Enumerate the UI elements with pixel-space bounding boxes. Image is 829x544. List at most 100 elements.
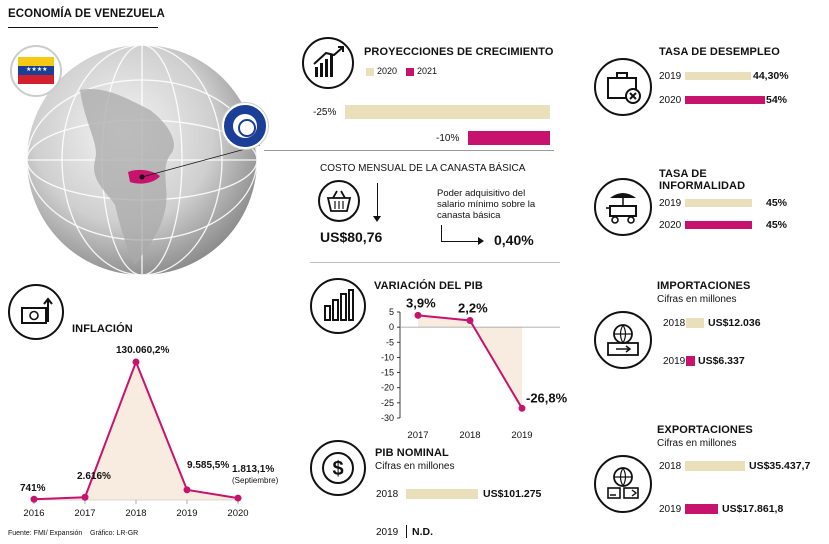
- money-up-icon: [8, 284, 64, 340]
- imf-seal-icon: [222, 103, 268, 149]
- pib-y-tick-label: 0: [389, 322, 394, 332]
- shopping-basket-icon: [318, 180, 360, 222]
- desempleo-bar-2020: [685, 96, 765, 104]
- globe-connector-line: [264, 150, 554, 151]
- inflacion-data-label: 130.060,2%: [116, 345, 169, 356]
- exportaciones-title: EXPORTACIONES: [657, 424, 753, 436]
- informalidad-bar-2019: [685, 199, 752, 207]
- poder-adquisitivo-label: Poder adquisitivo del salario mínimo sob…: [437, 188, 536, 221]
- footer-graphic: Gráfico: LR-GR: [90, 530, 139, 537]
- proyecciones-title: PROYECCIONES DE CRECIMIENTO: [364, 46, 554, 58]
- exportaciones-value-2018: US$35.437,7: [749, 460, 811, 472]
- pib-y-tick-label: -20: [381, 383, 394, 393]
- pib-x-tick-label: 2019: [511, 430, 532, 441]
- pib-nominal-value-2018: US$101.275: [483, 488, 542, 500]
- desempleo-value-2020: 54%: [766, 94, 788, 106]
- exportaciones-bar-2018: [685, 461, 745, 471]
- poder-arrow-h: [441, 241, 479, 242]
- street-cart-icon: [594, 178, 652, 236]
- canasta-title: COSTO MENSUAL DE LA CANASTA BÁSICA: [320, 163, 526, 174]
- pib-nominal-title: PIB NOMINAL: [375, 447, 449, 459]
- desempleo-value-2019: 44,30%: [753, 70, 789, 82]
- informalidad-value-2019: 45%: [766, 197, 788, 209]
- americas-landmass: [80, 89, 174, 265]
- inflacion-area: [34, 362, 238, 500]
- canasta-value: US$80,76: [320, 229, 383, 245]
- inflacion-x-tick-label: 2017: [74, 508, 95, 519]
- pib-nominal-subtitle: Cifras en millones: [375, 461, 455, 472]
- import-globe-icon: [594, 311, 652, 369]
- inflacion-point: [234, 494, 242, 502]
- importaciones-year-2018: 2018: [663, 318, 686, 329]
- informalidad-bar-2020: [685, 221, 752, 229]
- informalidad-title: TASA DE INFORMALIDAD: [659, 168, 746, 192]
- proyeccion-2020-label: -25%: [313, 107, 337, 118]
- pib-x-tick-label: 2018: [459, 430, 480, 441]
- legend-2021-swatch: [406, 68, 414, 76]
- importaciones-subtitle: Cifras en millones: [657, 294, 737, 305]
- inflacion-point: [183, 486, 191, 494]
- section-divider: [310, 262, 560, 263]
- inflacion-point: [132, 358, 140, 366]
- bar-chart-growth-icon: [302, 37, 354, 89]
- importaciones-bar-2018: [686, 318, 704, 328]
- pib-y-tick-label: -30: [381, 413, 394, 423]
- pib-nominal-value-2019: N.D.: [412, 526, 433, 538]
- pib-point: [518, 404, 526, 412]
- globe-pointer-line: [141, 144, 261, 178]
- export-globe-icon: [594, 455, 652, 513]
- canasta-arrow-head: [373, 216, 381, 222]
- pib-y-tick-label: -5: [386, 337, 394, 347]
- briefcase-x-icon: [594, 58, 652, 116]
- inflacion-x-tick-label: 2016: [23, 508, 44, 519]
- desempleo-bar-2019: [685, 72, 751, 80]
- legend-2020-swatch: [366, 68, 374, 76]
- inflacion-data-label: 9.585,5%: [187, 460, 229, 471]
- exportaciones-year-2018: 2018: [659, 461, 682, 472]
- pib-x-tick-label: 2017: [407, 430, 428, 441]
- title-rule: [8, 27, 158, 28]
- poder-arrow-head: [478, 237, 484, 245]
- proyeccion-2021-label: -10%: [436, 133, 460, 144]
- svg-text:$: $: [332, 458, 343, 480]
- exportaciones-bar-2019: [685, 504, 718, 514]
- inflacion-title: INFLACIÓN: [72, 323, 133, 335]
- pib-nominal-year-2019: 2019: [376, 527, 399, 538]
- informalidad-year-2020: 2020: [659, 220, 682, 231]
- inflacion-x-tick-label: 2020: [227, 508, 248, 519]
- inflacion-data-label: 741%: [20, 483, 46, 494]
- importaciones-year-2019: 2019: [663, 356, 686, 367]
- legend-2021-label: 2021: [417, 66, 438, 76]
- inflacion-data-label: 1.813,1%: [232, 464, 274, 475]
- inflacion-data-label: 2.616%: [77, 471, 111, 482]
- pib-nominal-bar-2018: [406, 489, 478, 499]
- footer-source: Fuente: FMI/ Expansión: [8, 530, 83, 537]
- proyeccion-2021-bar: [468, 131, 550, 145]
- desempleo-title: TASA DE DESEMPLEO: [659, 46, 780, 58]
- pib-y-tick-label: -10: [381, 352, 394, 362]
- pib-point: [414, 311, 422, 319]
- inflacion-point: [30, 495, 38, 503]
- inflacion-chart: 741% 2016 2.616% 2017 130.060,2% 2018 9.585,5%…: [20, 345, 279, 519]
- pib-variacion-chart: 5 0 -5 -10 -15 -20 -25 -30 3,9% 2017 2,2% 2018 -26,8…: [381, 295, 568, 441]
- pib-y-tick-label: -15: [381, 368, 394, 378]
- informalidad-value-2020: 45%: [766, 219, 788, 231]
- proyeccion-2020-bar: [345, 105, 550, 119]
- exportaciones-value-2019: US$17.861,8: [722, 503, 784, 515]
- page-title: ECONOMÍA DE VENEZUELA: [8, 8, 165, 20]
- pib-nominal-year-2018: 2018: [376, 489, 399, 500]
- exportaciones-year-2019: 2019: [659, 504, 682, 515]
- bar-chart-icon: [310, 278, 366, 334]
- desempleo-year-2019: 2019: [659, 71, 682, 82]
- importaciones-bar-2019: [686, 356, 695, 366]
- legend-2020-label: 2020: [377, 66, 398, 76]
- pib-y-tick-label: -25: [381, 398, 394, 408]
- venezuela-flag-icon: ★★★★: [10, 45, 62, 97]
- pib-variacion-title: VARIACIÓN DEL PIB: [374, 280, 483, 292]
- desempleo-year-2020: 2020: [659, 95, 682, 106]
- pib-data-label: 2,2%: [458, 300, 488, 315]
- exportaciones-subtitle: Cifras en millones: [657, 438, 737, 449]
- pib-data-label: -26,8%: [526, 390, 568, 405]
- pib-nominal-tick: [406, 525, 407, 538]
- poder-arrow-v: [441, 225, 442, 242]
